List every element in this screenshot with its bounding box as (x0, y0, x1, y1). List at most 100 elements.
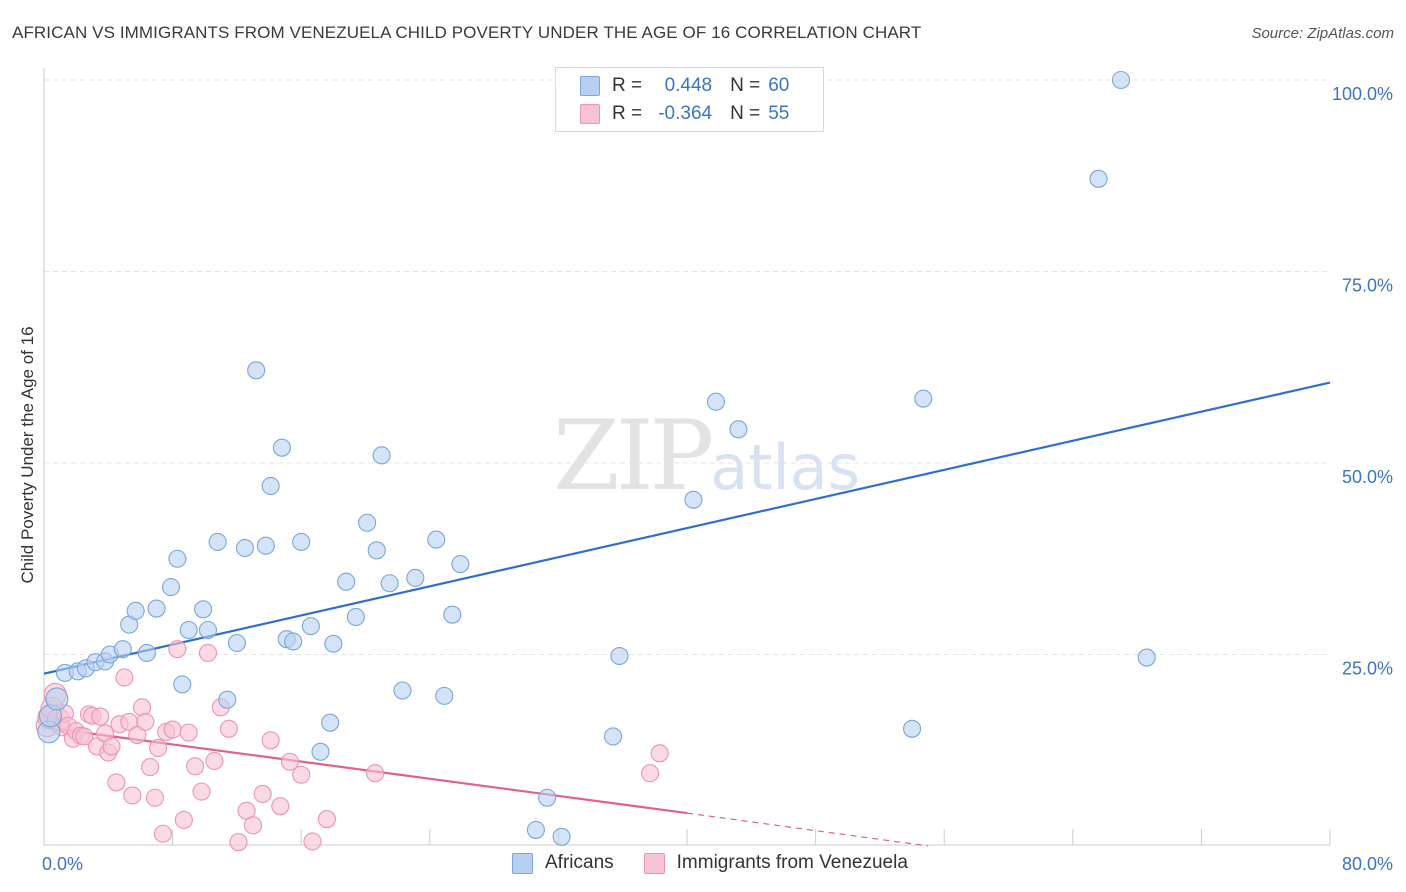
africans-point-59 (1137, 648, 1156, 667)
africans-point-16 (173, 675, 192, 694)
watermark-atlas: atlas (710, 431, 861, 504)
africans-point-19 (198, 620, 218, 640)
venezuela-point-21 (115, 668, 134, 687)
legend-row-venezuela: R = -0.364 N = 55 (580, 101, 789, 127)
africans-point-56 (914, 389, 933, 408)
venezuela-point-27 (141, 758, 160, 777)
venezuela-point-24 (128, 725, 147, 744)
venezuela-point-18 (102, 737, 121, 756)
africans-point-40 (380, 574, 399, 593)
venezuela-point-41 (219, 719, 238, 738)
venezuela-point-45 (253, 784, 272, 803)
venezuela-point-54 (650, 744, 669, 763)
legend-r-label-africans: R = (612, 75, 643, 96)
legend-r-label-venezuela: R = (612, 103, 643, 124)
venezuela-point-48 (280, 752, 299, 771)
legend-n-label-africans: N = (730, 75, 761, 96)
venezuela-point-39 (205, 751, 224, 771)
grid-lines (44, 79, 1330, 655)
africans-point-49 (552, 827, 571, 846)
africans-point-13 (147, 599, 166, 618)
y-axis-label: Child Poverty Under the Age of 16 (18, 326, 37, 584)
africans-point-17 (179, 620, 198, 640)
africans-point-22 (227, 633, 246, 653)
africans-point-31 (301, 617, 320, 636)
africans-point-14 (161, 578, 181, 597)
venezuela-point-23 (123, 786, 142, 805)
venezuela-point-36 (186, 757, 205, 776)
legend-swatch-venezuela (580, 104, 600, 124)
africans-point-39 (372, 446, 391, 465)
africans-point-30 (292, 532, 311, 551)
x-tick-label-max: 80.0% (1342, 854, 1393, 874)
africans-point-57 (1089, 169, 1108, 188)
legend-item-venezuela[interactable]: Immigrants from Venezuela (643, 852, 908, 874)
trendline-africans-0 (43, 381, 1331, 675)
africans-point-36 (346, 607, 365, 627)
venezuela-point-15 (91, 707, 110, 726)
africans-point-11 (126, 601, 145, 620)
africans-point-43 (427, 530, 446, 549)
africans-point-54 (729, 420, 748, 439)
africans-point-26 (261, 476, 280, 496)
africans-point-2 (45, 687, 69, 711)
venezuela-point-30 (153, 824, 173, 843)
venezuela-point-38 (198, 643, 218, 663)
venezuela-point-46 (261, 731, 280, 750)
venezuela-point-28 (145, 788, 164, 807)
africans-point-9 (113, 640, 132, 659)
venezuela-point-19 (107, 773, 126, 792)
legend-swatch-africans (580, 76, 600, 96)
y-tick-label-100: 100.0% (1332, 84, 1393, 104)
venezuela-point-51 (317, 810, 336, 829)
venezuela-point-50 (303, 832, 322, 851)
trendline-venezuela-1 (43, 726, 688, 815)
africans-point-33 (321, 713, 340, 732)
africans-point-34 (324, 634, 343, 653)
venezuela-point-44 (243, 816, 263, 835)
legend-item-africans[interactable]: Africans (512, 852, 614, 874)
y-tick-label-25: 25.0% (1342, 659, 1393, 679)
series-africans-points (37, 70, 1156, 846)
venezuela-point-37 (192, 782, 211, 801)
legend-row-africans: R = 0.448 N = 60 (580, 73, 789, 99)
africans-point-55 (902, 719, 922, 738)
africans-point-12 (137, 643, 156, 663)
x-tick-label-min: 0.0% (42, 854, 83, 874)
africans-point-25 (256, 536, 275, 555)
legend-r-value-africans: 0.448 (664, 75, 713, 96)
africans-point-37 (358, 513, 377, 532)
africans-point-45 (443, 605, 462, 624)
venezuela-point-33 (168, 640, 187, 659)
legend-n-value-africans: 60 (768, 75, 790, 96)
africans-point-32 (311, 742, 330, 761)
venezuela-point-49 (292, 765, 311, 784)
legend-label-africans: Africans (545, 852, 614, 873)
venezuela-point-47 (271, 797, 290, 816)
venezuela-point-32 (163, 720, 182, 739)
venezuela-point-29 (149, 738, 168, 758)
venezuela-point-34 (174, 810, 193, 830)
venezuela-point-52 (366, 764, 385, 783)
legend-swatch-africans-bottom (512, 852, 533, 874)
legend-n-value-venezuela: 55 (768, 103, 790, 124)
africans-point-29 (284, 632, 303, 651)
trendline-venezuela-2 (686, 812, 929, 847)
africans-point-15 (168, 549, 187, 568)
legend-n-label-venezuela: N = (730, 103, 761, 124)
y-tick-label-75: 75.0% (1342, 276, 1393, 296)
legend-r-value-venezuela: -0.364 (658, 103, 713, 124)
legend-swatch-venezuela-bottom (643, 852, 665, 874)
source-credit: Source: ZipAtlas.com (1251, 25, 1394, 42)
venezuela-point-53 (640, 764, 660, 783)
africans-point-51 (610, 646, 629, 666)
africans-point-41 (393, 681, 412, 700)
africans-point-23 (235, 538, 254, 558)
trendlines (43, 381, 1331, 847)
africans-point-46 (451, 555, 470, 574)
africans-point-47 (526, 820, 545, 839)
africans-point-21 (218, 690, 237, 709)
stats-legend: R = 0.448 N = 60 R = -0.364 N = 55 (555, 67, 824, 132)
africans-point-35 (337, 572, 356, 591)
